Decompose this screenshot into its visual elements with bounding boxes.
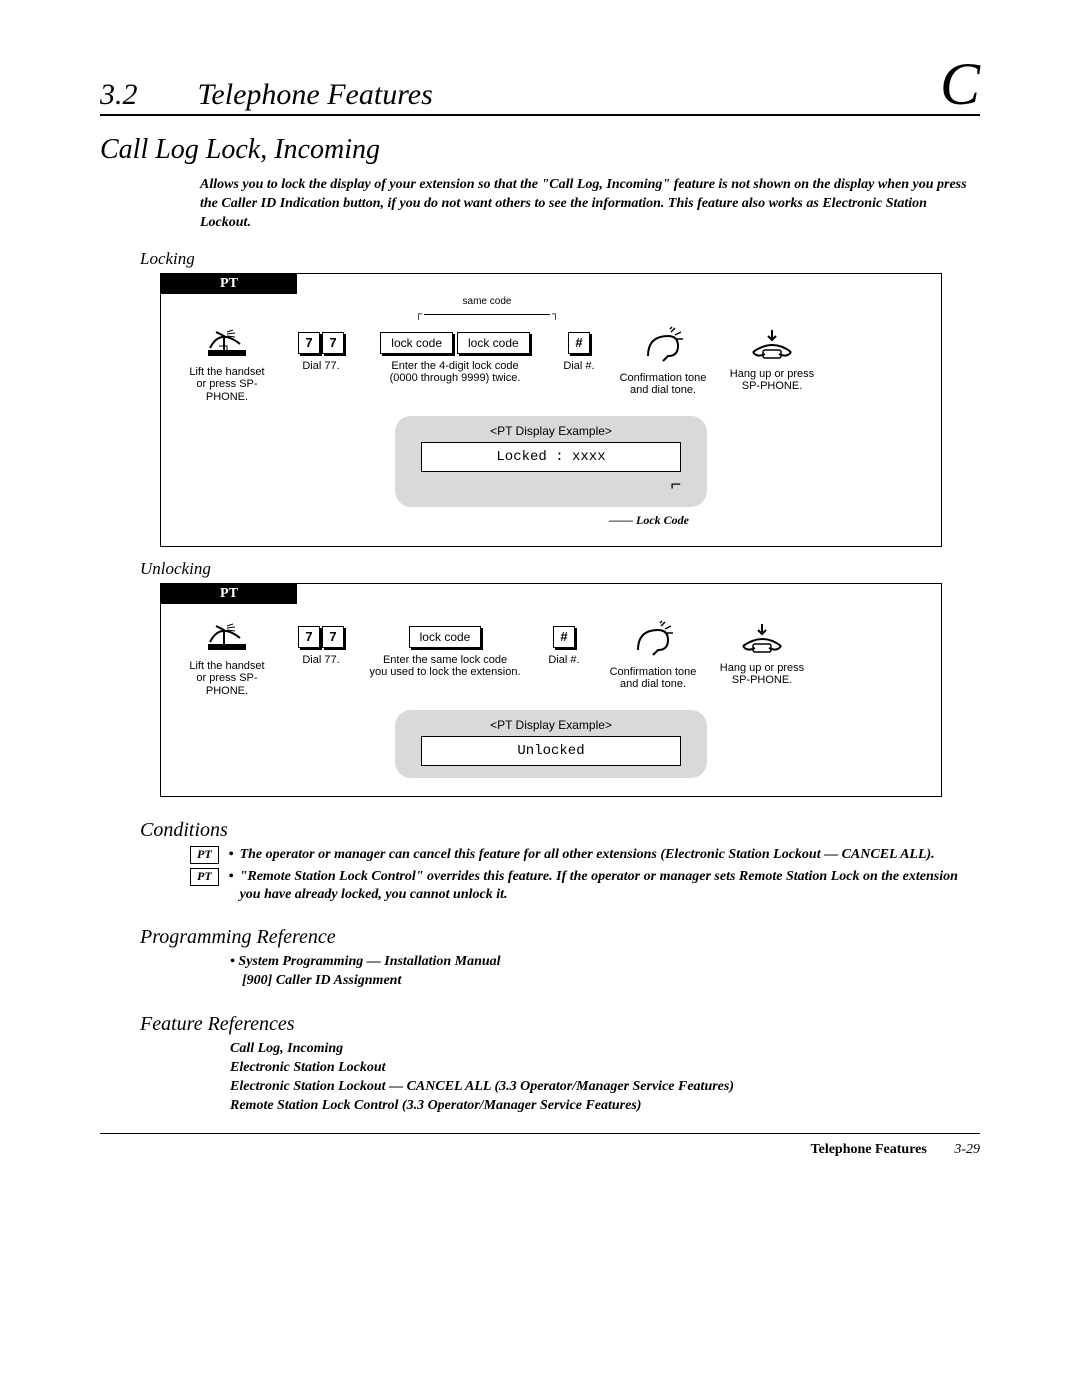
lockcode-callout: —— Lock Code xyxy=(177,513,715,528)
pt-tag: PT xyxy=(190,868,219,886)
hangup-icon xyxy=(737,620,787,656)
feature-ref-line: Electronic Station Lockout — CANCEL ALL … xyxy=(230,1078,980,1097)
conditions-list: PT • The operator or manager can cancel … xyxy=(190,846,980,905)
digit-box: # xyxy=(553,626,575,648)
section-letter: C xyxy=(940,60,980,108)
page-number: 3-29 xyxy=(954,1142,980,1157)
digit-box: 7 xyxy=(322,626,344,648)
feature-ref-list: Call Log, Incoming Electronic Station Lo… xyxy=(230,1040,980,1116)
step-caption: Lift the handset or press SP-PHONE. xyxy=(177,366,277,404)
feature-ref-line: Electronic Station Lockout xyxy=(230,1059,980,1078)
display-label: <PT Display Example> xyxy=(421,718,681,732)
code-box: lock code xyxy=(380,332,453,354)
conditions-heading: Conditions xyxy=(140,819,980,842)
page-header: 3.2 Telephone Features C xyxy=(100,60,980,116)
condition-text: The operator or manager can cancel this … xyxy=(240,846,935,864)
programming-heading: Programming Reference xyxy=(140,926,980,949)
step-caption: Confirmation tone and dial tone. xyxy=(603,666,703,691)
step-caption: Enter the same lock code you used to loc… xyxy=(365,654,525,679)
bracket-icon: ┌┐ xyxy=(407,309,567,320)
step-caption: Hang up or press SP-PHONE. xyxy=(717,662,807,687)
hangup-icon xyxy=(747,326,797,362)
digit-box: 7 xyxy=(298,626,320,648)
feature-ref-heading: Feature References xyxy=(140,1013,980,1036)
confirmation-tone-icon xyxy=(638,326,688,366)
code-box: lock code xyxy=(409,626,482,648)
lift-handset-icon xyxy=(204,326,250,360)
footer-label: Telephone Features xyxy=(811,1142,927,1157)
feature-ref-line: Call Log, Incoming xyxy=(230,1040,980,1059)
page-footer: Telephone Features 3-29 xyxy=(100,1133,980,1158)
step-caption: Confirmation tone and dial tone. xyxy=(613,372,713,397)
pt-tab: PT xyxy=(161,584,297,604)
locking-box: PT same code ┌┐ Lift the handset or pres… xyxy=(160,273,942,547)
intro-text: Allows you to lock the display of your e… xyxy=(200,176,980,233)
step-caption: Dial 77. xyxy=(291,654,351,667)
step-caption: Dial #. xyxy=(559,360,599,373)
condition-text: "Remote Station Lock Control" overrides … xyxy=(240,868,980,904)
step-caption: Dial 77. xyxy=(291,360,351,373)
feature-ref-line: Remote Station Lock Control (3.3 Operato… xyxy=(230,1097,980,1116)
section-number: 3.2 xyxy=(100,78,138,112)
locking-heading: Locking xyxy=(140,249,980,269)
pt-tag: PT xyxy=(190,846,219,864)
step-caption: Hang up or press SP-PHONE. xyxy=(727,368,817,393)
display-example: <PT Display Example> Locked : xxxx ⌐ xyxy=(395,416,707,507)
step-caption: Enter the 4-digit lock code (0000 throug… xyxy=(365,360,545,385)
step-caption: Lift the handset or press SP-PHONE. xyxy=(177,660,277,698)
display-example: <PT Display Example> Unlocked xyxy=(395,710,707,778)
digit-box: 7 xyxy=(322,332,344,354)
feature-title: Call Log Lock, Incoming xyxy=(100,134,980,166)
step-caption: Dial #. xyxy=(539,654,589,667)
confirmation-tone-icon xyxy=(628,620,678,660)
digit-box: # xyxy=(568,332,590,354)
programming-list: • System Programming — Installation Manu… xyxy=(230,953,980,991)
display-screen: Locked : xxxx xyxy=(421,442,681,472)
lift-handset-icon xyxy=(204,620,250,654)
digit-box: 7 xyxy=(298,332,320,354)
unlocking-heading: Unlocking xyxy=(140,559,980,579)
same-code-label: same code xyxy=(407,296,567,307)
display-screen: Unlocked xyxy=(421,736,681,766)
pt-tab: PT xyxy=(161,274,297,294)
programming-line: [900] Caller ID Assignment xyxy=(242,972,980,991)
unlocking-box: PT Lift the handset or press SP-PHONE. 7… xyxy=(160,583,942,797)
display-label: <PT Display Example> xyxy=(421,424,681,438)
section-title: Telephone Features xyxy=(198,78,940,112)
code-box: lock code xyxy=(457,332,530,354)
programming-line: • System Programming — Installation Manu… xyxy=(230,953,980,972)
